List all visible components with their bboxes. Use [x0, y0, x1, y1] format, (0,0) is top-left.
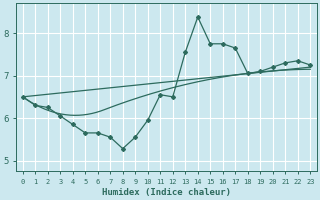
X-axis label: Humidex (Indice chaleur): Humidex (Indice chaleur)	[102, 188, 231, 197]
